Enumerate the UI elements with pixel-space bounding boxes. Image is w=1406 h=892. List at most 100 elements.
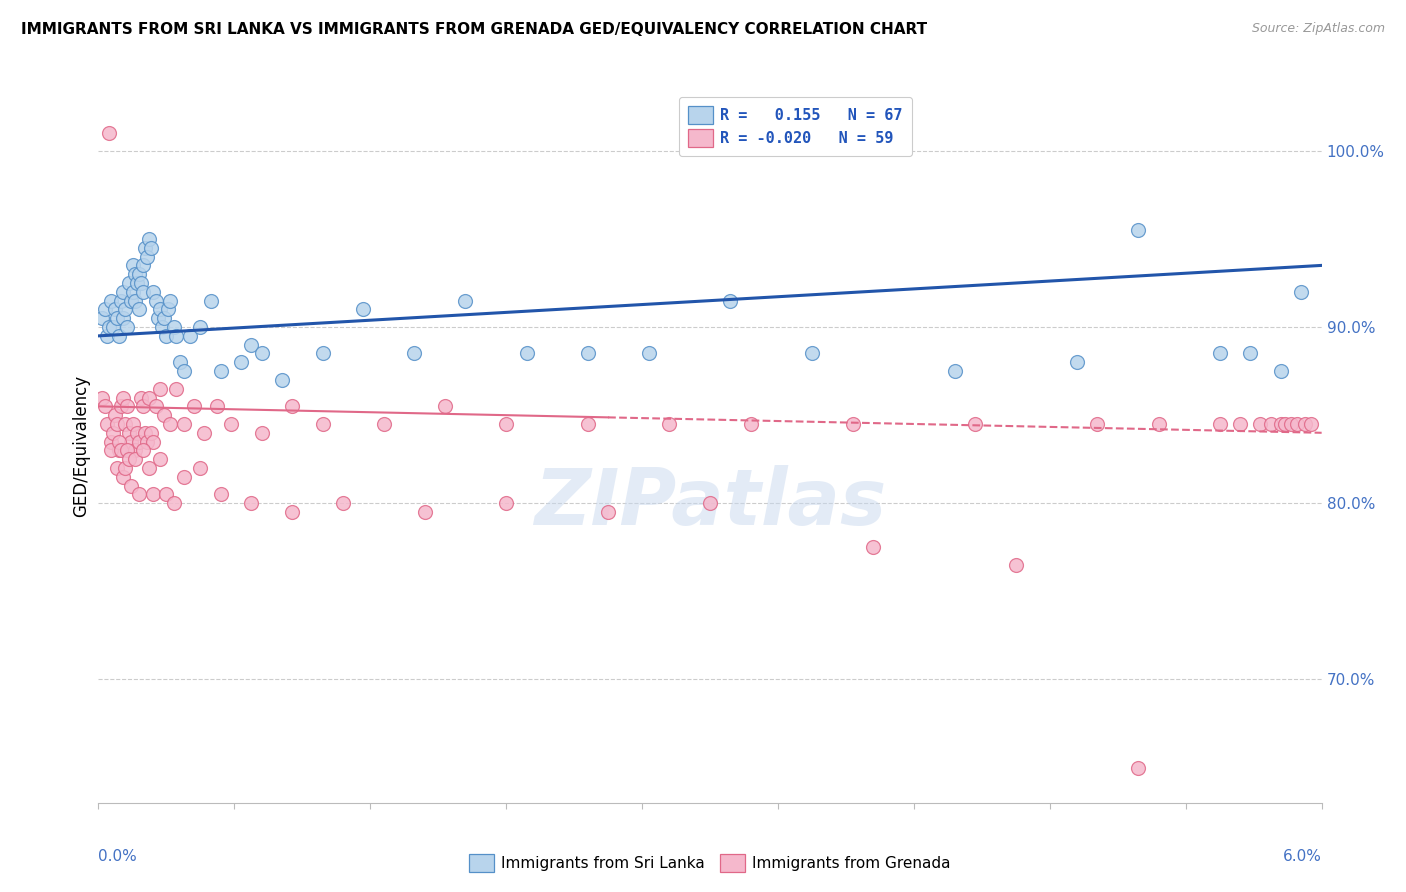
Point bbox=[120, 293, 142, 308]
Point bbox=[1085, 417, 1108, 431]
Point bbox=[179, 329, 201, 343]
Point bbox=[142, 487, 165, 501]
Point bbox=[1286, 417, 1309, 431]
Point bbox=[134, 425, 156, 440]
Point bbox=[576, 417, 599, 431]
Point bbox=[1301, 417, 1323, 431]
Point bbox=[862, 541, 884, 555]
Point bbox=[1004, 558, 1026, 572]
Point bbox=[118, 425, 141, 440]
Point bbox=[91, 391, 114, 405]
Point bbox=[111, 285, 134, 299]
Point bbox=[163, 320, 186, 334]
Point bbox=[115, 443, 138, 458]
Point bbox=[128, 434, 150, 449]
Point bbox=[96, 417, 118, 431]
Point bbox=[200, 293, 222, 308]
Text: Source: ZipAtlas.com: Source: ZipAtlas.com bbox=[1251, 22, 1385, 36]
Point bbox=[169, 355, 191, 369]
Point bbox=[311, 417, 335, 431]
Point bbox=[1208, 346, 1230, 360]
Point bbox=[142, 434, 165, 449]
Point bbox=[111, 470, 134, 484]
Point bbox=[963, 417, 986, 431]
Point bbox=[124, 293, 146, 308]
Point bbox=[108, 443, 131, 458]
Point bbox=[96, 329, 118, 343]
Point bbox=[132, 259, 155, 273]
Point bbox=[801, 346, 824, 360]
Point bbox=[141, 241, 163, 255]
Point bbox=[159, 417, 181, 431]
Point bbox=[132, 443, 155, 458]
Point bbox=[311, 346, 335, 360]
Point bbox=[281, 400, 304, 414]
Point bbox=[173, 364, 195, 378]
Point bbox=[495, 417, 517, 431]
Point bbox=[1294, 417, 1316, 431]
Point bbox=[118, 452, 141, 467]
Point bbox=[1291, 285, 1313, 299]
Point bbox=[110, 443, 132, 458]
Text: 6.0%: 6.0% bbox=[1282, 849, 1322, 864]
Point bbox=[100, 293, 122, 308]
Point bbox=[183, 400, 205, 414]
Point bbox=[1260, 417, 1282, 431]
Point bbox=[129, 276, 152, 290]
Point bbox=[122, 285, 145, 299]
Text: ZIPatlas: ZIPatlas bbox=[534, 465, 886, 541]
Point bbox=[165, 382, 187, 396]
Point bbox=[100, 443, 122, 458]
Point bbox=[240, 496, 263, 510]
Point bbox=[1126, 760, 1149, 774]
Point bbox=[138, 232, 160, 246]
Point bbox=[128, 267, 150, 281]
Point bbox=[658, 417, 681, 431]
Point bbox=[193, 425, 215, 440]
Point bbox=[270, 373, 292, 387]
Point bbox=[1126, 223, 1149, 237]
Point bbox=[229, 355, 253, 369]
Point bbox=[149, 382, 172, 396]
Point bbox=[332, 496, 354, 510]
Point bbox=[699, 496, 721, 510]
Point bbox=[129, 391, 152, 405]
Point bbox=[495, 496, 517, 510]
Point bbox=[115, 320, 138, 334]
Text: IMMIGRANTS FROM SRI LANKA VS IMMIGRANTS FROM GRENADA GED/EQUIVALENCY CORRELATION: IMMIGRANTS FROM SRI LANKA VS IMMIGRANTS … bbox=[21, 22, 927, 37]
Text: 0.0%: 0.0% bbox=[98, 849, 138, 864]
Point bbox=[114, 461, 136, 475]
Point bbox=[142, 285, 165, 299]
Point bbox=[110, 293, 132, 308]
Point bbox=[105, 417, 128, 431]
Point bbox=[93, 302, 115, 317]
Point bbox=[108, 434, 131, 449]
Point bbox=[120, 434, 142, 449]
Point bbox=[209, 487, 232, 501]
Point bbox=[114, 302, 136, 317]
Point bbox=[173, 470, 195, 484]
Point bbox=[1270, 417, 1292, 431]
Point bbox=[108, 329, 131, 343]
Point bbox=[124, 443, 146, 458]
Point bbox=[281, 505, 304, 519]
Point bbox=[128, 302, 150, 317]
Point bbox=[132, 400, 155, 414]
Point bbox=[111, 311, 134, 326]
Point bbox=[1229, 417, 1251, 431]
Point bbox=[718, 293, 742, 308]
Point bbox=[105, 461, 128, 475]
Point bbox=[145, 400, 167, 414]
Point bbox=[149, 302, 172, 317]
Point bbox=[97, 320, 120, 334]
Point bbox=[132, 285, 155, 299]
Point bbox=[576, 346, 599, 360]
Point bbox=[165, 329, 187, 343]
Point bbox=[596, 505, 619, 519]
Point bbox=[1274, 417, 1296, 431]
Point bbox=[104, 408, 127, 422]
Point bbox=[159, 293, 181, 308]
Point bbox=[219, 417, 242, 431]
Point bbox=[91, 311, 114, 326]
Point bbox=[105, 311, 128, 326]
